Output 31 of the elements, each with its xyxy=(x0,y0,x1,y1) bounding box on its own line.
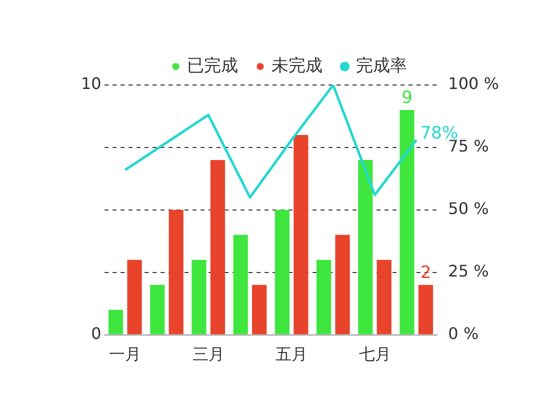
bar xyxy=(150,284,165,334)
bar xyxy=(233,234,248,334)
bar xyxy=(192,260,206,334)
data-label: 2 xyxy=(420,262,432,283)
bar xyxy=(316,260,332,334)
y2-tick-label: 50 % xyxy=(448,199,489,218)
bar xyxy=(210,160,226,334)
bar xyxy=(252,284,267,334)
legend-label: 已完成 xyxy=(186,56,238,76)
x-tick-label: 三月 xyxy=(192,344,224,364)
x-tick-label: 一月 xyxy=(109,344,142,364)
legend-label: 完成率 xyxy=(356,56,407,76)
data-label: 9 xyxy=(402,88,412,108)
legend-label: 未完成 xyxy=(271,56,322,76)
bar xyxy=(294,134,308,334)
bar xyxy=(418,284,434,334)
bar xyxy=(108,310,124,334)
bar xyxy=(127,260,142,334)
bar xyxy=(274,210,290,334)
bar xyxy=(376,260,392,334)
bar xyxy=(358,160,373,334)
x-tick-label: 五月 xyxy=(276,344,308,364)
x-tick-label: 七月 xyxy=(358,344,391,364)
y2-tick-label: 0 % xyxy=(448,324,479,343)
y-tick-label: 0 xyxy=(91,324,102,343)
bar xyxy=(168,210,184,334)
bar xyxy=(400,110,414,334)
y2-tick-label: 25 % xyxy=(448,262,489,281)
y2-tick-label: 100 % xyxy=(448,74,499,94)
bar xyxy=(335,234,350,334)
y-tick-label: 10 xyxy=(81,74,102,94)
